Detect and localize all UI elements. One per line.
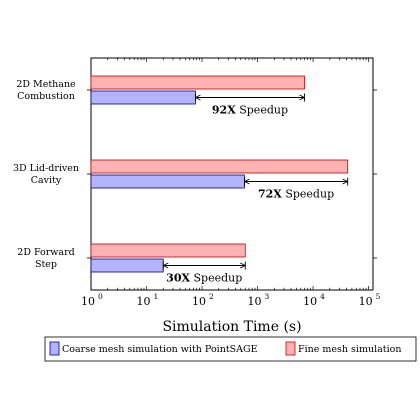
legend-swatch-fine [286, 342, 295, 355]
x-axis-label: Simulation Time (s) [162, 319, 301, 335]
x-tick-label-5: 10 [359, 295, 373, 308]
x-tick-exponent-3: 3 [265, 292, 270, 301]
bar-coarse-3d-lid-driven-cavity [91, 175, 244, 188]
x-tick-exponent-2: 2 [209, 292, 214, 301]
legend: Coarse mesh simulation with PointSAGE Fi… [45, 337, 416, 361]
category-label-2d-forward-step-line2: Step [35, 259, 57, 270]
legend-label-fine: Fine mesh simulation [298, 344, 401, 355]
category-label-2d-methane-combustion-line1: 2D Methane [16, 79, 76, 90]
category-label-2d-forward-step-line1: 2D Forward [17, 247, 74, 258]
bar-fine-2d-forward-step [91, 244, 245, 257]
x-tick-exponent-5: 5 [376, 292, 381, 301]
bar-fine-2d-methane-combustion [91, 76, 304, 89]
x-tick-label-2: 10 [192, 295, 206, 308]
x-tick-exponent-1: 1 [154, 292, 159, 301]
bar-fine-3d-lid-driven-cavity [91, 160, 348, 173]
category-label-2d-methane-combustion-line2: Combustion [17, 91, 75, 102]
x-tick-label-4: 10 [303, 295, 317, 308]
legend-label-coarse: Coarse mesh simulation with PointSAGE [62, 344, 258, 355]
speedup-label-2d-forward-step: 30X Speedup [166, 272, 242, 285]
legend-swatch-coarse [50, 342, 59, 355]
x-tick-exponent-4: 4 [320, 292, 325, 301]
bar-coarse-2d-forward-step [91, 259, 163, 272]
x-tick-label-0: 10 [81, 295, 95, 308]
x-tick-label-1: 10 [137, 295, 151, 308]
x-tick-label-3: 10 [248, 295, 262, 308]
category-label-3d-lid-driven-cavity-line1: 3D Lid-driven [13, 163, 79, 174]
x-tick-exponent-0: 0 [98, 292, 103, 301]
bar-coarse-2d-methane-combustion [91, 91, 195, 104]
speedup-label-3d-lid-driven-cavity: 72X Speedup [258, 188, 334, 201]
speedup-label-2d-methane-combustion: 92X Speedup [212, 104, 288, 117]
category-label-3d-lid-driven-cavity-line2: Cavity [31, 175, 62, 186]
